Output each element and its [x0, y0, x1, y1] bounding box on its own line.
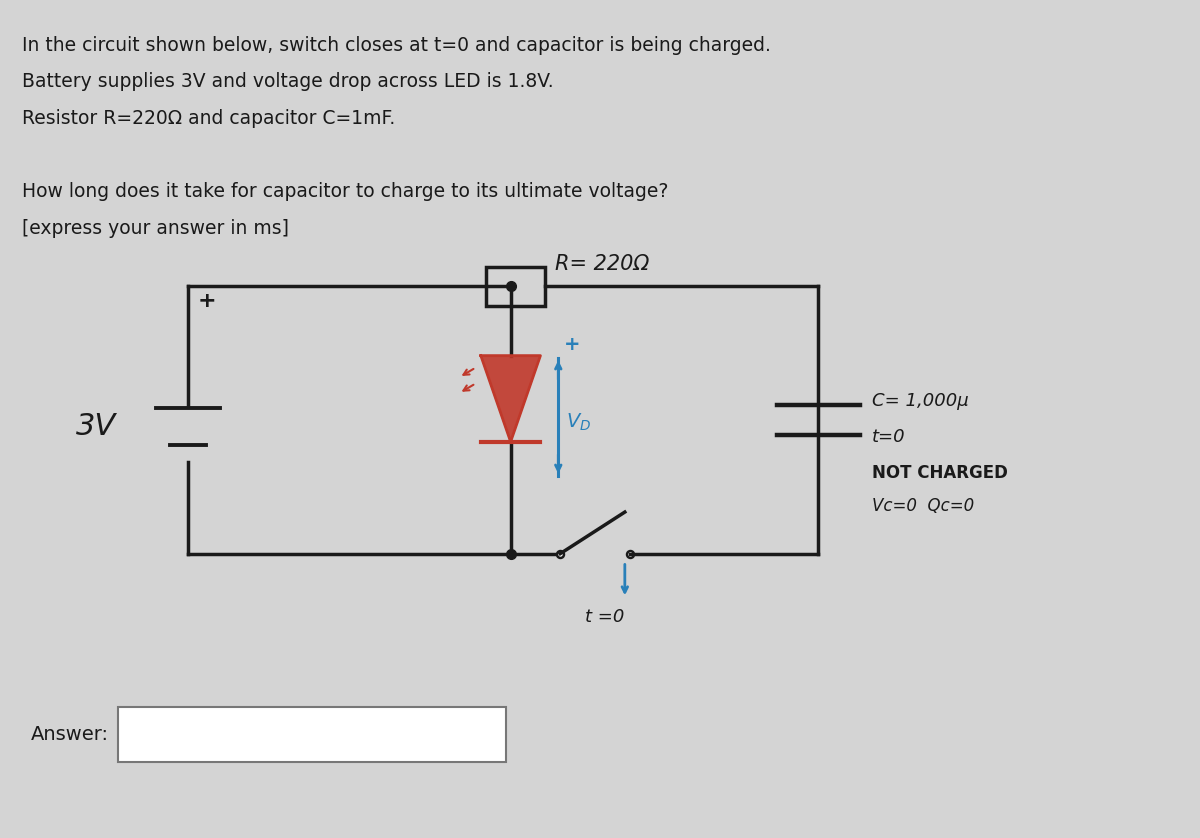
Text: C= 1,000μ: C= 1,000μ [872, 392, 968, 411]
Text: t=0: t=0 [872, 428, 906, 446]
Bar [486, 266, 545, 306]
Text: Answer:: Answer: [30, 725, 108, 744]
Text: Vc=0  Qc=0: Vc=0 Qc=0 [872, 497, 974, 515]
Text: Resistor R=220Ω and capacitor C=1mF.: Resistor R=220Ω and capacitor C=1mF. [22, 109, 395, 128]
Text: +: + [564, 334, 581, 354]
Text: NOT CHARGED: NOT CHARGED [872, 463, 1008, 482]
Text: +: + [198, 292, 216, 311]
Text: 3V: 3V [76, 412, 116, 441]
Text: Battery supplies 3V and voltage drop across LED is 1.8V.: Battery supplies 3V and voltage drop acr… [22, 72, 553, 91]
Text: How long does it take for capacitor to charge to its ultimate voltage?: How long does it take for capacitor to c… [22, 183, 668, 201]
Polygon shape [481, 355, 540, 442]
Text: [express your answer in ms]: [express your answer in ms] [22, 219, 289, 238]
Text: $V_D$: $V_D$ [566, 411, 592, 432]
Text: R= 220Ω: R= 220Ω [556, 254, 649, 274]
Text: In the circuit shown below, switch closes at t=0 and capacitor is being charged.: In the circuit shown below, switch close… [22, 36, 770, 54]
Text: t =0: t =0 [586, 608, 625, 626]
Bar [119, 707, 505, 762]
